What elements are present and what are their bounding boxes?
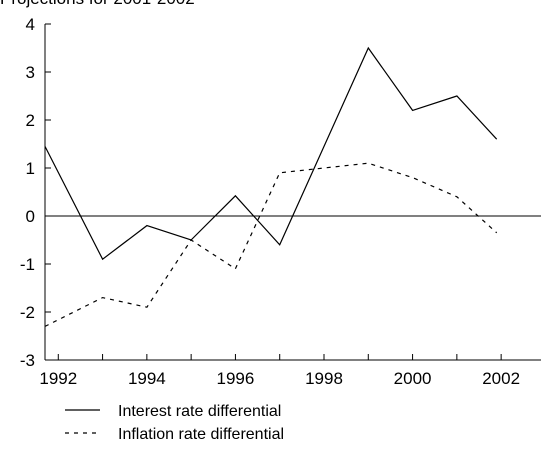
legend: Interest rate differential Inflation rate… [65, 403, 284, 443]
y-tick-label: -1 [20, 255, 35, 274]
y-tick-label: -3 [20, 351, 35, 370]
y-tick-label: 3 [26, 63, 35, 82]
series-line-2 [44, 162, 498, 327]
x-tick-label: 1996 [217, 369, 255, 388]
chart-title: Projections for 2001-2002 [0, 0, 195, 8]
x-tick-label: 1998 [305, 369, 343, 388]
legend-label-1: Interest rate differential [118, 403, 281, 420]
legend-label-2: Inflation rate differential [118, 426, 284, 443]
series-line-1 [44, 46, 498, 261]
x-tick-label: 1992 [39, 369, 77, 388]
series-layer [44, 46, 498, 327]
x-tick-label: 2000 [394, 369, 432, 388]
y-tick-label: -2 [20, 303, 35, 322]
x-tick-label: 1994 [128, 369, 166, 388]
y-tick-label: 4 [26, 15, 35, 34]
y-tick-label: 0 [26, 207, 35, 226]
y-tick-label: 1 [26, 159, 35, 178]
x-tick-label: 2002 [482, 369, 520, 388]
axes: -3 -2 -1 0 1 2 3 4 1992 1994 1996 1998 2000 2002 [20, 15, 541, 388]
y-tick-label: 2 [26, 111, 35, 130]
